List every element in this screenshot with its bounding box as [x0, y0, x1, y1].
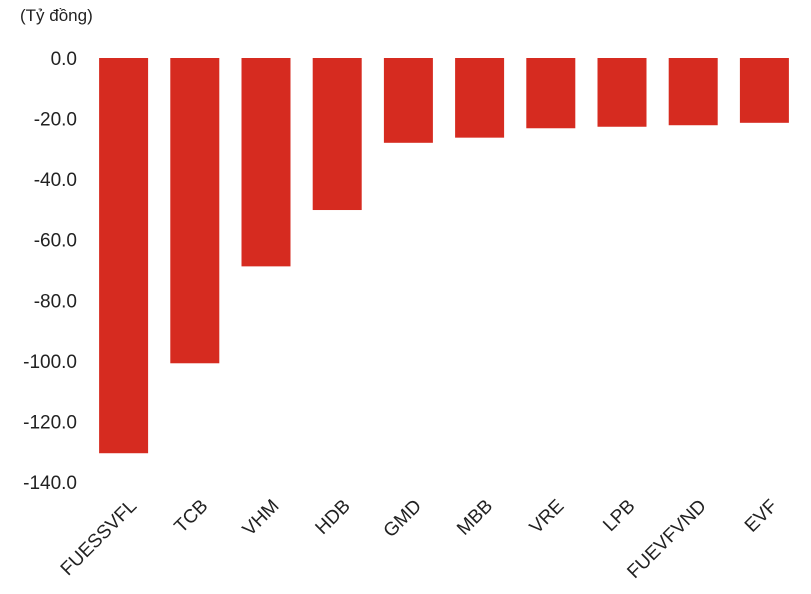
- x-tick-label: MBB: [453, 496, 497, 540]
- bars: [99, 58, 789, 454]
- bar-lpb: [597, 58, 647, 127]
- x-tick-label: EVF: [741, 496, 782, 537]
- y-tick-label: -20.0: [34, 110, 77, 131]
- y-tick-label: -60.0: [34, 231, 77, 252]
- y-tick-label: -80.0: [34, 291, 77, 312]
- bar-tcb: [170, 58, 220, 364]
- bar-mbb: [455, 58, 505, 138]
- bar-fuessvfl: [99, 58, 149, 454]
- y-tick-label: -140.0: [23, 473, 77, 494]
- x-tick-label: FUESSVFL: [57, 496, 141, 580]
- y-axis: 0.0 -20.0 -40.0 -60.0 -80.0 -100.0 -120.0 -140.…: [23, 49, 77, 494]
- bar-hdb: [312, 58, 362, 211]
- bar-vhm: [241, 58, 291, 267]
- bar-vre: [526, 58, 576, 129]
- y-tick-label: -40.0: [34, 170, 77, 191]
- unit-label: (Tỷ đồng): [20, 6, 93, 25]
- x-tick-label: VRE: [526, 496, 568, 538]
- x-tick-label: HDB: [312, 496, 355, 539]
- x-tick-label: LPB: [599, 496, 639, 536]
- y-tick-label: -100.0: [23, 352, 77, 373]
- bar-evf: [739, 58, 789, 123]
- bar-gmd: [383, 58, 433, 143]
- y-tick-label: 0.0: [51, 49, 77, 70]
- x-tick-label: GMD: [380, 496, 426, 542]
- x-tick-label: VHM: [239, 496, 284, 541]
- bar-fuevfvnd: [668, 58, 718, 126]
- x-tick-label: TCB: [171, 496, 213, 538]
- y-tick-label: -120.0: [23, 412, 77, 433]
